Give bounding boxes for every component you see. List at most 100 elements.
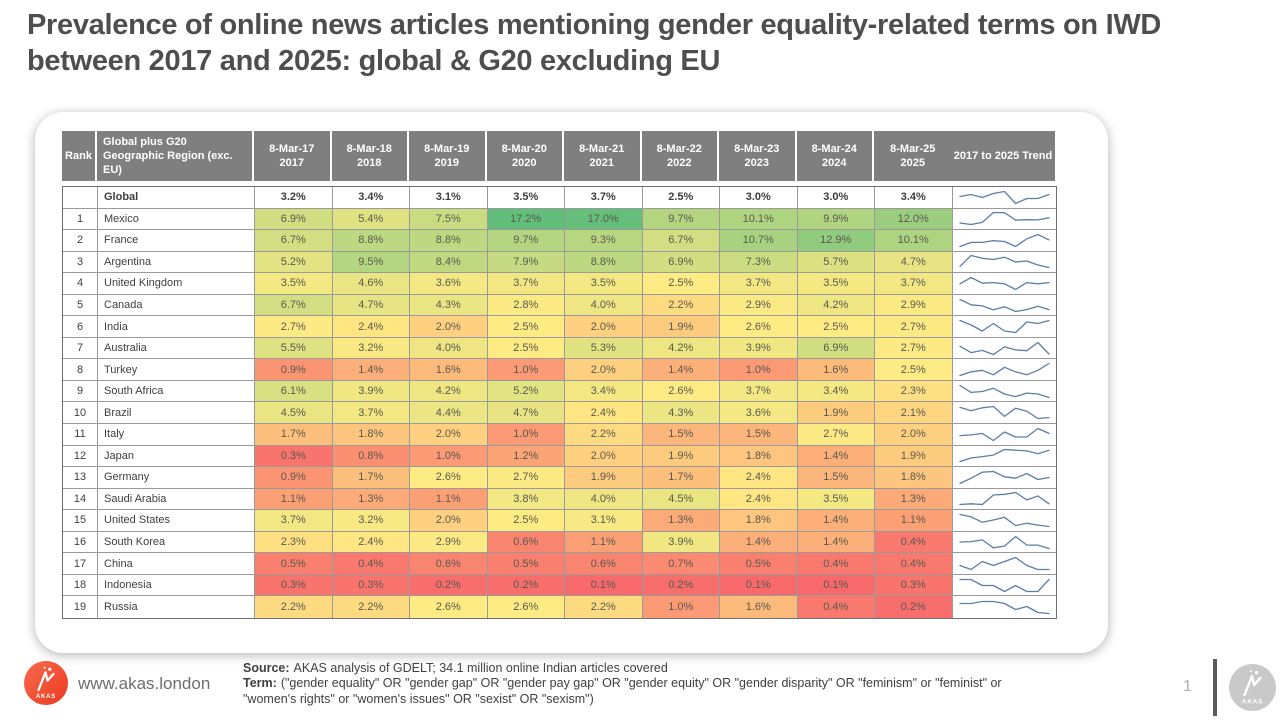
value-cell-2019: 3.1% xyxy=(410,187,488,209)
value-cell-2021: 2.2% xyxy=(565,596,643,618)
value-cell-2018: 2.4% xyxy=(332,531,410,554)
source-line: Source: AKAS analysis of GDELT; 34.1 mill… xyxy=(243,661,1023,676)
value-cell-2018: 0.4% xyxy=(332,553,410,575)
value-cell-2021: 2.0% xyxy=(565,445,643,468)
trend-sparkline xyxy=(952,187,1056,209)
table-row: 11 Italy 1.7% 1.8% 2.0% 1.0% 2.2% 1.5% 1.5% 2.7% 2… xyxy=(63,424,1056,446)
region-cell: China xyxy=(98,553,255,575)
value-cell-2024: 1.4% xyxy=(797,445,875,468)
trend-sparkline xyxy=(952,510,1056,532)
value-cell-2021: 2.0% xyxy=(565,316,643,338)
value-cell-2020: 9.7% xyxy=(487,230,565,252)
rank-cell: 8 xyxy=(63,359,98,381)
value-cell-2025: 1.1% xyxy=(875,510,953,532)
source-block: Source: AKAS analysis of GDELT; 34.1 mill… xyxy=(243,661,1023,707)
rank-cell: 7 xyxy=(63,337,98,360)
value-cell-2018: 0.3% xyxy=(332,574,410,597)
value-cell-2022: 4.2% xyxy=(642,337,720,360)
value-cell-2019: 4.3% xyxy=(410,294,488,317)
trend-sparkline xyxy=(952,380,1056,403)
value-cell-2019: 4.0% xyxy=(410,337,488,360)
region-cell: Russia xyxy=(98,596,255,618)
value-cell-2024: 6.9% xyxy=(797,337,875,360)
value-cell-2023: 2.6% xyxy=(720,316,798,338)
akas-logo-gray: AKAS xyxy=(1229,664,1276,711)
value-cell-2022: 0.2% xyxy=(642,574,720,597)
value-cell-2017: 1.1% xyxy=(255,488,333,511)
value-cell-2025: 2.7% xyxy=(875,316,953,338)
table-row: 9 South Africa 6.1% 3.9% 4.2% 5.2% 3.4% 2.6% 3.7… xyxy=(63,380,1056,403)
value-cell-2024: 5.7% xyxy=(797,251,875,274)
value-cell-2020: 0.6% xyxy=(487,531,565,554)
date-label: 8-Mar-21 xyxy=(579,142,625,155)
value-cell-2017: 0.5% xyxy=(255,553,333,575)
value-cell-2019: 2.6% xyxy=(410,596,488,618)
rank-cell: 10 xyxy=(63,402,98,425)
value-cell-2017: 5.2% xyxy=(255,251,333,274)
source-label: Source: xyxy=(243,661,290,675)
value-cell-2025: 2.1% xyxy=(875,402,953,425)
date-label: 8-Mar-17 xyxy=(269,142,315,155)
rank-cell: 12 xyxy=(63,445,98,468)
table-body: Global 3.2% 3.4% 3.1% 3.5% 3.7% 2.5% 3.0% 3.0% 3.… xyxy=(62,186,1057,619)
value-cell-2021: 2.2% xyxy=(565,424,643,446)
value-cell-2023: 1.4% xyxy=(720,531,798,554)
col-header-date-2025: 8-Mar-25 2025 xyxy=(874,131,952,181)
value-cell-2023: 2.9% xyxy=(720,294,798,317)
date-label: 8-Mar-20 xyxy=(501,142,547,155)
value-cell-2023: 3.6% xyxy=(720,402,798,425)
trend-sparkline xyxy=(952,208,1056,231)
value-cell-2023: 0.1% xyxy=(720,574,798,597)
value-cell-2022: 1.7% xyxy=(642,467,720,489)
trend-sparkline xyxy=(952,596,1056,618)
value-cell-2021: 2.4% xyxy=(565,402,643,425)
value-cell-2025: 3.7% xyxy=(875,273,953,295)
trend-sparkline xyxy=(952,574,1056,597)
value-cell-2023: 2.4% xyxy=(720,467,798,489)
year-label: 2017 xyxy=(279,157,304,169)
region-cell: Turkey xyxy=(98,359,255,381)
table-row: 12 Japan 0.3% 0.8% 1.0% 1.2% 2.0% 1.9% 1.8% 1.4% 1… xyxy=(63,445,1056,468)
value-cell-2021: 0.1% xyxy=(565,574,643,597)
value-cell-2017: 4.5% xyxy=(255,402,333,425)
table-card: Rank Global plus G20 Geographic Region (… xyxy=(35,112,1108,653)
value-cell-2022: 4.5% xyxy=(642,488,720,511)
value-cell-2019: 0.2% xyxy=(410,574,488,597)
rank-cell: 2 xyxy=(63,230,98,252)
value-cell-2022: 1.0% xyxy=(642,596,720,618)
trend-sparkline xyxy=(952,531,1056,554)
value-cell-2019: 0.6% xyxy=(410,553,488,575)
value-cell-2023: 3.7% xyxy=(720,273,798,295)
trend-sparkline xyxy=(952,337,1056,360)
value-cell-2018: 2.4% xyxy=(332,316,410,338)
region-cell: United States xyxy=(98,510,255,532)
value-cell-2018: 3.7% xyxy=(332,402,410,425)
value-cell-2024: 3.0% xyxy=(797,187,875,209)
value-cell-2025: 1.8% xyxy=(875,467,953,489)
date-label: 8-Mar-18 xyxy=(346,142,392,155)
table-row: 13 Germany 0.9% 1.7% 2.6% 2.7% 1.9% 1.7% 2.4% 1.5… xyxy=(63,467,1056,489)
value-cell-2018: 3.4% xyxy=(332,187,410,209)
year-label: 2019 xyxy=(434,157,459,169)
value-cell-2023: 1.8% xyxy=(720,510,798,532)
value-cell-2017: 3.7% xyxy=(255,510,333,532)
trend-sparkline xyxy=(952,359,1056,381)
value-cell-2024: 3.5% xyxy=(797,488,875,511)
value-cell-2017: 2.7% xyxy=(255,316,333,338)
person-figure-icon xyxy=(1243,675,1262,697)
year-label: 2020 xyxy=(512,157,537,169)
value-cell-2017: 3.2% xyxy=(255,187,333,209)
value-cell-2020: 3.7% xyxy=(487,273,565,295)
value-cell-2024: 0.1% xyxy=(797,574,875,597)
table-row: 6 India 2.7% 2.4% 2.0% 2.5% 2.0% 1.9% 2.6% 2.5% 2.… xyxy=(63,316,1056,338)
date-label: 8-Mar-22 xyxy=(656,142,702,155)
value-cell-2020: 4.7% xyxy=(487,402,565,425)
value-cell-2020: 7.9% xyxy=(487,251,565,274)
value-cell-2023: 10.7% xyxy=(720,230,798,252)
rank-cell: 15 xyxy=(63,510,98,532)
table-row: 15 United States 3.7% 3.2% 2.0% 2.5% 3.1% 1.3% 1… xyxy=(63,510,1056,532)
value-cell-2025: 2.7% xyxy=(875,337,953,360)
value-cell-2019: 4.2% xyxy=(410,380,488,403)
value-cell-2018: 3.9% xyxy=(332,380,410,403)
table-row: 18 Indonesia 0.3% 0.3% 0.2% 0.2% 0.1% 0.2% 0.1% 0… xyxy=(63,574,1056,597)
